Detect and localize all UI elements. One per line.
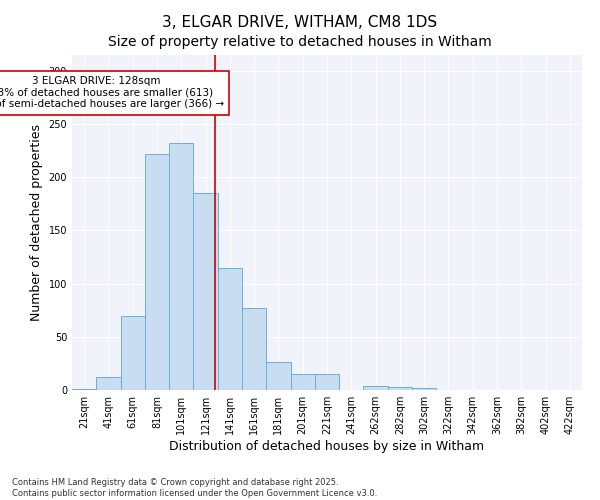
Bar (193, 194, 218, 390)
Bar (412, 388, 436, 390)
Bar (169, 144, 193, 390)
Text: Size of property relative to detached houses in Witham: Size of property relative to detached ho… (108, 35, 492, 49)
Text: 3 ELGAR DRIVE: 128sqm
← 63% of detached houses are smaller (613)
37% of semi-det: 3 ELGAR DRIVE: 128sqm ← 63% of detached … (0, 76, 224, 110)
Y-axis label: Number of detached properties: Number of detached properties (30, 124, 43, 321)
Text: 3, ELGAR DRIVE, WITHAM, CM8 1DS: 3, ELGAR DRIVE, WITHAM, CM8 1DS (163, 15, 437, 30)
Bar (315, 374, 339, 390)
Bar (72, 389, 96, 390)
Bar (290, 374, 315, 390)
Bar (388, 387, 412, 390)
Bar (364, 386, 388, 390)
Bar (121, 316, 145, 390)
X-axis label: Distribution of detached houses by size in Witham: Distribution of detached houses by size … (169, 440, 485, 453)
Bar (145, 154, 169, 390)
Bar (218, 268, 242, 390)
Bar (266, 362, 290, 390)
Text: Contains HM Land Registry data © Crown copyright and database right 2025.
Contai: Contains HM Land Registry data © Crown c… (12, 478, 377, 498)
Bar (242, 308, 266, 390)
Bar (96, 377, 121, 390)
